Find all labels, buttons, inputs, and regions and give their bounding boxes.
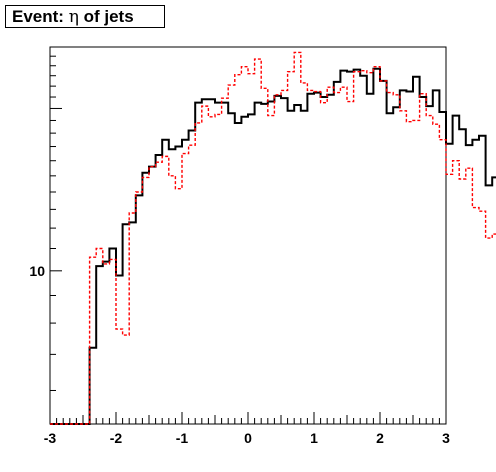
x-tick-label: 0 [244,430,252,446]
y-axis: 10 [29,46,62,391]
y-tick-label: 10 [29,263,45,279]
x-tick-label: 1 [310,430,318,446]
series-layer [50,51,496,425]
histogram-series-1-solid [50,67,496,425]
x-tick-label: -1 [176,430,189,446]
chart-title-eta-symbol: η [68,7,79,27]
x-tick-label: -3 [44,430,57,446]
chart-title-suffix: of jets [78,7,134,26]
x-axis: -3 -2 -1 0 1 2 3 [44,412,450,446]
histogram-series-2-dashed [50,51,496,425]
x-tick-label: 3 [442,430,450,446]
x-tick-label: -2 [110,430,123,446]
x-tick-label: 2 [376,430,384,446]
chart-title: Event: η of jets [5,5,165,28]
chart-title-prefix: Event: [12,7,69,26]
